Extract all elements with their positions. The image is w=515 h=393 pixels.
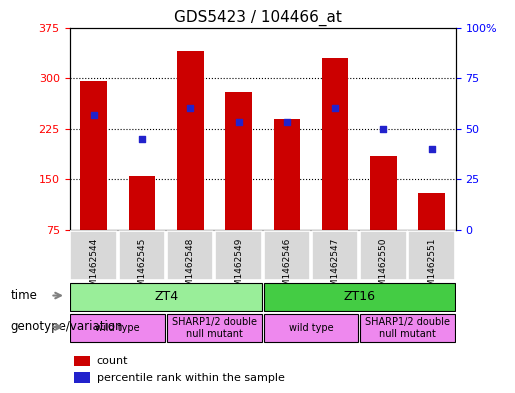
Bar (322, 58, 348, 230)
Bar (167, 314, 262, 342)
Text: percentile rank within the sample: percentile rank within the sample (97, 373, 285, 383)
Bar (119, 231, 165, 280)
Bar (418, 193, 445, 230)
Point (138, 136, 146, 142)
Text: GDS5423 / 104466_at: GDS5423 / 104466_at (174, 10, 341, 26)
Bar (71, 231, 117, 280)
Bar (80, 81, 107, 230)
Bar (74, 373, 90, 383)
Bar (264, 231, 310, 280)
Text: GSM1462548: GSM1462548 (186, 237, 195, 298)
Point (331, 105, 339, 112)
Text: wild type: wild type (288, 323, 333, 333)
Bar (408, 231, 455, 280)
Text: GSM1462547: GSM1462547 (331, 237, 339, 298)
Bar (273, 119, 300, 230)
Bar (71, 314, 165, 342)
Bar (129, 176, 155, 230)
Text: ZT4: ZT4 (154, 290, 178, 303)
Point (283, 119, 291, 125)
Text: ZT16: ZT16 (343, 290, 375, 303)
Text: GSM1462544: GSM1462544 (89, 237, 98, 298)
Text: count: count (97, 356, 128, 366)
Bar (312, 231, 358, 280)
Bar (264, 283, 455, 311)
Bar (215, 231, 262, 280)
Point (234, 119, 243, 125)
Bar (225, 92, 252, 230)
Text: GSM1462546: GSM1462546 (282, 237, 291, 298)
Bar (360, 231, 406, 280)
Bar (370, 156, 397, 230)
Point (90, 112, 98, 118)
Text: GSM1462549: GSM1462549 (234, 237, 243, 298)
Text: genotype/variation: genotype/variation (10, 320, 123, 334)
Bar (71, 283, 262, 311)
Point (427, 146, 436, 152)
Point (379, 125, 387, 132)
Bar (74, 356, 90, 366)
Text: SHARP1/2 double
null mutant: SHARP1/2 double null mutant (172, 318, 257, 339)
Bar (360, 314, 455, 342)
Bar (264, 314, 358, 342)
Text: GSM1462545: GSM1462545 (138, 237, 146, 298)
Text: time: time (10, 289, 37, 302)
Text: wild type: wild type (95, 323, 140, 333)
Text: SHARP1/2 double
null mutant: SHARP1/2 double null mutant (365, 318, 450, 339)
Point (186, 105, 194, 112)
Bar (177, 51, 203, 230)
Bar (167, 231, 213, 280)
Text: GSM1462551: GSM1462551 (427, 237, 436, 298)
Text: GSM1462550: GSM1462550 (379, 237, 388, 298)
